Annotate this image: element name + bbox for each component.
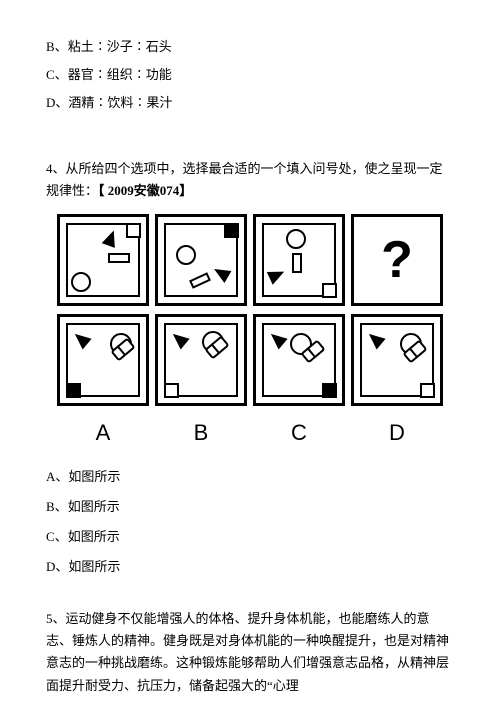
q4-block: 4、从所给四个选项中，选择最合适的一个填入问号处，使之呈现一定规律性：【 200… bbox=[46, 158, 454, 578]
seq-box-question: ? bbox=[351, 214, 443, 306]
option-body: 酒精∶饮料∶果汁 bbox=[68, 95, 172, 110]
corner-square bbox=[322, 383, 337, 398]
triangle-icon bbox=[168, 329, 189, 350]
q4-source-tag: 【 2009安徽074】 bbox=[98, 183, 192, 198]
triangle-icon bbox=[102, 229, 121, 249]
q5-block: 5、运动健身不仅能增强人的体格、提升身体机能，也能磨练人的意志、锤炼人的精神。健… bbox=[46, 608, 454, 696]
q5-number: 5、 bbox=[46, 611, 66, 626]
triangle-icon bbox=[267, 266, 287, 285]
q5-text: 运动健身不仅能增强人的体格、提升身体机能，也能磨练人的意志、锤炼人的精神。健身既… bbox=[46, 611, 449, 692]
seq-box-1 bbox=[57, 214, 149, 306]
seq-box-2 bbox=[155, 214, 247, 306]
q4-option-a: A、如图所示 bbox=[46, 466, 454, 488]
triangle-icon bbox=[211, 263, 232, 283]
answer-box-b bbox=[155, 314, 247, 406]
seq-box-3 bbox=[253, 214, 345, 306]
q4-option-c: C、如图所示 bbox=[46, 526, 454, 548]
option-body: 器官∶组织∶功能 bbox=[68, 67, 172, 82]
circle-icon bbox=[176, 245, 196, 265]
q4-figure: ? bbox=[46, 214, 454, 451]
option-text: D bbox=[46, 95, 55, 110]
corner-square bbox=[164, 383, 179, 398]
label-a: A bbox=[57, 414, 149, 451]
label-b: B bbox=[155, 414, 247, 451]
answer-labels: A B C D bbox=[46, 414, 454, 451]
label-c: C bbox=[253, 414, 345, 451]
option-body: 粘土∶沙子∶石头 bbox=[68, 39, 172, 54]
q4-options: A、如图所示 B、如图所示 C、如图所示 D、如图所示 bbox=[46, 466, 454, 578]
q3-option-d: D、酒精∶饮料∶果汁 bbox=[46, 92, 454, 114]
corner-square bbox=[224, 223, 239, 238]
circle-icon bbox=[71, 272, 91, 292]
rectangle-icon bbox=[292, 253, 302, 273]
rectangle-icon bbox=[108, 253, 130, 263]
q4-option-b: B、如图所示 bbox=[46, 496, 454, 518]
answer-box-a bbox=[57, 314, 149, 406]
circle-icon bbox=[286, 229, 306, 249]
q3-options: B、粘土∶沙子∶石头 C、器官∶组织∶功能 D、酒精∶饮料∶果汁 bbox=[46, 36, 454, 114]
rectangle-icon bbox=[189, 273, 211, 290]
corner-square bbox=[66, 383, 81, 398]
figure-bottom-row bbox=[57, 314, 443, 406]
option-text: B bbox=[46, 39, 55, 54]
q3-option-b: B、粘土∶沙子∶石头 bbox=[46, 36, 454, 58]
triangle-icon bbox=[266, 329, 287, 350]
answer-box-c bbox=[253, 314, 345, 406]
figure-top-row: ? bbox=[57, 214, 443, 306]
triangle-icon bbox=[70, 329, 91, 350]
question-mark-icon: ? bbox=[381, 216, 413, 304]
q4-stem: 4、从所给四个选项中，选择最合适的一个填入问号处，使之呈现一定规律性：【 200… bbox=[46, 158, 454, 202]
triangle-icon bbox=[364, 329, 385, 350]
option-text: C bbox=[46, 67, 55, 82]
q4-option-d: D、如图所示 bbox=[46, 556, 454, 578]
answer-box-d bbox=[351, 314, 443, 406]
corner-square bbox=[420, 383, 435, 398]
label-d: D bbox=[351, 414, 443, 451]
q3-option-c: C、器官∶组织∶功能 bbox=[46, 64, 454, 86]
q4-number: 4、 bbox=[46, 161, 66, 176]
corner-square bbox=[322, 283, 337, 298]
corner-square bbox=[126, 223, 141, 238]
